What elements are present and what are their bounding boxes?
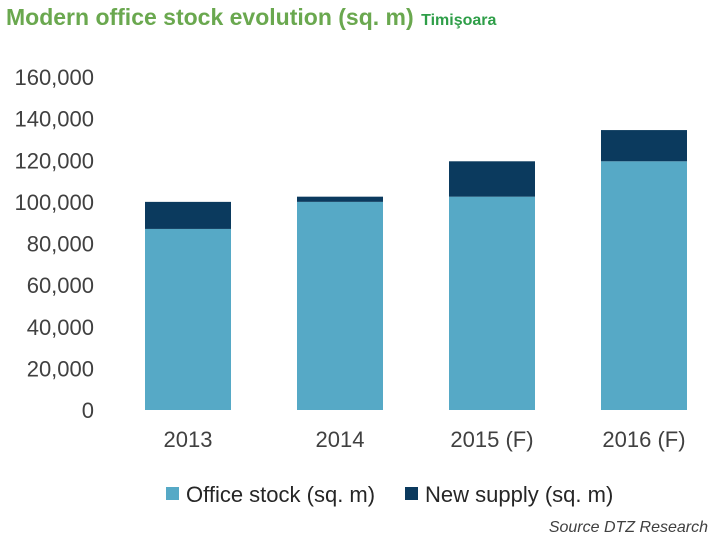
x-tick-label: 2014	[316, 427, 365, 452]
x-axis: 2013 2014 2015 (F) 2016 (F)	[164, 427, 686, 452]
bar-office-stock-3	[601, 161, 687, 410]
y-tick-label: 40,000	[27, 315, 94, 340]
bar-office-stock-2	[449, 196, 535, 410]
chart-subtitle: Timişoara	[421, 12, 497, 29]
x-tick-label: 2015 (F)	[450, 427, 533, 452]
chart-title: Modern office stock evolution (sq. m)	[6, 4, 414, 30]
bar-new-supply-2	[449, 161, 535, 197]
x-tick-label: 2016 (F)	[602, 427, 685, 452]
bar-new-supply-0	[145, 201, 231, 229]
bar-office-stock-1	[297, 201, 383, 410]
legend-label-new-supply: New supply (sq. m)	[425, 482, 613, 507]
legend: Office stock (sq. m) New supply (sq. m)	[166, 482, 613, 507]
y-tick-label: 140,000	[14, 107, 94, 132]
bars	[145, 130, 687, 410]
legend-swatch-office-stock	[166, 487, 179, 500]
y-tick-label: 120,000	[14, 148, 94, 173]
y-tick-label: 80,000	[27, 232, 94, 257]
x-tick-label: 2013	[164, 427, 213, 452]
y-tick-label: 160,000	[14, 65, 94, 90]
bar-office-stock-0	[145, 228, 231, 410]
y-tick-label: 100,000	[14, 190, 94, 215]
y-tick-label: 60,000	[27, 273, 94, 298]
y-tick-label: 0	[82, 398, 94, 423]
legend-swatch-new-supply	[405, 487, 418, 500]
source-note: Source DTZ Research	[548, 519, 708, 536]
bar-new-supply-1	[297, 196, 383, 202]
chart-title-row: Modern office stock evolution (sq. m) Ti…	[6, 4, 496, 31]
legend-label-office-stock: Office stock (sq. m)	[186, 482, 375, 507]
bar-new-supply-3	[601, 130, 687, 162]
y-axis: 0 20,000 40,000 60,000 80,000 100,000 120,000 1…	[14, 65, 94, 423]
y-tick-label: 20,000	[27, 356, 94, 381]
